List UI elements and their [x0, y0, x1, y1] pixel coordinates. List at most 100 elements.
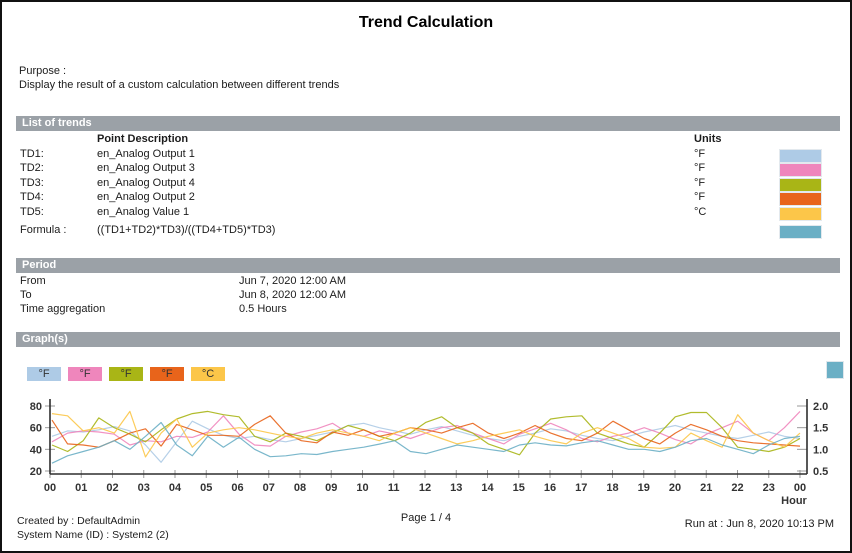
chart-legend: °F °F °F °F °C	[27, 367, 225, 381]
trend-id: TD4:	[20, 191, 44, 204]
trend-id: TD3:	[20, 176, 44, 189]
legend-item: °F	[150, 367, 184, 381]
footer-left: Created by : DefaultAdmin System Name (I…	[17, 514, 169, 542]
x-tick-label: 21	[700, 482, 712, 494]
x-tick-label: 12	[419, 482, 431, 494]
period-row: Time aggregation 0.5 Hours	[19, 303, 843, 317]
trend-row: TD5: en_Analog Value 1 °C	[19, 206, 843, 221]
run-at: Run at : Jun 8, 2020 10:13 PM	[684, 518, 834, 530]
purpose-label: Purpose :	[19, 65, 67, 77]
trend-description: en_Analog Output 1	[97, 147, 195, 160]
section-header-graphs: Graph(s)	[16, 332, 840, 347]
col-units: Units	[694, 133, 722, 145]
trend-id: TD2:	[20, 162, 44, 175]
x-tick-label: 14	[481, 482, 494, 494]
x-tick-label: 09	[325, 482, 337, 494]
trend-color-swatch	[779, 192, 822, 207]
legend-item: °F	[27, 367, 61, 381]
x-tick-label: 02	[106, 482, 118, 494]
period-value: Jun 7, 2020 12:00 AM	[239, 275, 347, 287]
page-number: Page 1 / 4	[400, 512, 452, 524]
period-value: Jun 8, 2020 12:00 AM	[239, 289, 347, 302]
x-tick-label: 16	[544, 482, 556, 494]
x-tick-label: 05	[200, 482, 212, 494]
created-by: Created by : DefaultAdmin	[17, 515, 141, 527]
section-header-period: Period	[16, 258, 840, 273]
purpose-text: Display the result of a custom calculati…	[19, 79, 340, 91]
x-tick-label: 19	[638, 482, 650, 494]
x-tick-label: 18	[606, 482, 618, 494]
trend-row: TD1: en_Analog Output 1 °F	[19, 148, 843, 163]
trend-unit: °F	[694, 176, 706, 189]
trend-chart: 00 01 02 03 04 05 06 07 08 09 10 11 12 13 14 15 16 17 18 19…	[30, 399, 828, 507]
y-right-label: 0.5	[813, 466, 828, 478]
trend-row: TD2: en_Analog Output 3 °F	[19, 162, 843, 178]
purpose-block: Purpose : Display the result of a custom…	[19, 64, 339, 92]
legend-item: °F	[109, 367, 143, 381]
x-tick-label: 04	[169, 482, 182, 494]
series-line	[51, 415, 801, 448]
trends-table: Point Description Units TD1: en_Analog Outp…	[19, 133, 843, 239]
x-tick-label: 11	[388, 482, 400, 494]
formula-row: Formula : ((TD1+TD2)*TD3)/((TD4+TD5)*TD3)	[19, 224, 843, 239]
y-left-label: 60	[30, 423, 42, 435]
trend-unit: °C	[694, 205, 707, 218]
trend-description: en_Analog Output 2	[97, 191, 195, 204]
trend-color-swatch	[779, 148, 822, 163]
formula-expression: ((TD1+TD2)*TD3)/((TD4+TD5)*TD3)	[97, 223, 276, 236]
page-title: Trend Calculation	[358, 14, 494, 31]
trend-row: TD3: en_Analog Output 4 °F	[19, 177, 843, 192]
x-tick-label: 13	[450, 482, 462, 494]
y-right-label: 2.0	[813, 401, 828, 413]
trend-unit: °F	[694, 147, 706, 160]
trend-color-swatch	[779, 163, 822, 178]
formula-color-swatch	[826, 361, 844, 379]
x-tick-label: 00	[794, 482, 806, 494]
period-row: To Jun 8, 2020 12:00 AM	[19, 289, 843, 303]
x-tick-label: 15	[513, 482, 525, 494]
x-tick-label: 10	[356, 482, 368, 494]
formula-swatch-cell	[779, 224, 822, 239]
x-tick-label: 06	[231, 482, 243, 494]
series-line	[51, 410, 801, 458]
trend-unit: °F	[694, 162, 706, 175]
x-tick-label: 22	[731, 482, 743, 494]
trend-id: TD1:	[20, 147, 44, 160]
trend-color-swatch	[779, 177, 822, 192]
period-label: To	[20, 289, 32, 302]
trend-id: TD5:	[20, 205, 44, 218]
x-tick-label: 20	[669, 482, 681, 494]
system-name: System Name (ID) : System2 (2)	[17, 529, 169, 541]
period-table: From Jun 7, 2020 12:00 AM To Jun 8, 2020 12…	[19, 275, 843, 318]
section-header-list-of-trends: List of trends	[16, 116, 840, 131]
x-axis-title: Hour	[781, 495, 807, 507]
y-left-label: 40	[30, 444, 42, 456]
trend-description: en_Analog Output 3	[97, 162, 195, 175]
period-label: From	[20, 275, 46, 287]
legend-item: °F	[68, 367, 102, 381]
y-left-label: 20	[30, 466, 42, 478]
formula-label: Formula :	[20, 223, 67, 236]
x-tick-label: 08	[294, 482, 306, 494]
trend-description: en_Analog Value 1	[97, 205, 190, 218]
period-value: 0.5 Hours	[239, 303, 287, 316]
period-row: From Jun 7, 2020 12:00 AM	[19, 275, 843, 289]
trend-row: TD4: en_Analog Output 2 °F	[19, 191, 843, 207]
x-tick-label: 03	[138, 482, 150, 494]
x-tick-label: 00	[44, 482, 56, 494]
trends-header-row: Point Description Units	[19, 133, 843, 148]
trend-unit: °F	[694, 191, 706, 204]
y-right-label: 1.0	[813, 444, 828, 456]
trend-description: en_Analog Output 4	[97, 176, 195, 189]
x-tick-label: 17	[575, 482, 587, 494]
y-right-label: 1.5	[813, 423, 828, 435]
x-tick-label: 01	[75, 482, 87, 494]
series-line	[51, 421, 801, 464]
period-label: Time aggregation	[20, 303, 106, 316]
y-left-label: 80	[30, 401, 42, 413]
x-tick-label: 23	[763, 482, 775, 494]
x-tick-label: 07	[263, 482, 275, 494]
legend-item: °C	[191, 367, 225, 381]
trend-color-swatch	[779, 206, 822, 221]
